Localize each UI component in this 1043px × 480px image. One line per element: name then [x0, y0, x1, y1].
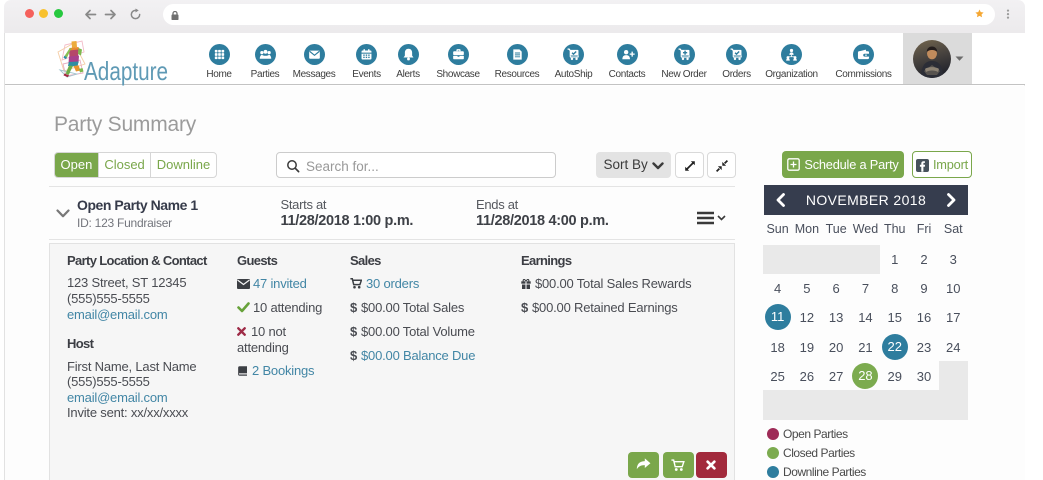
svg-text:Adapture: Adapture	[84, 56, 168, 86]
